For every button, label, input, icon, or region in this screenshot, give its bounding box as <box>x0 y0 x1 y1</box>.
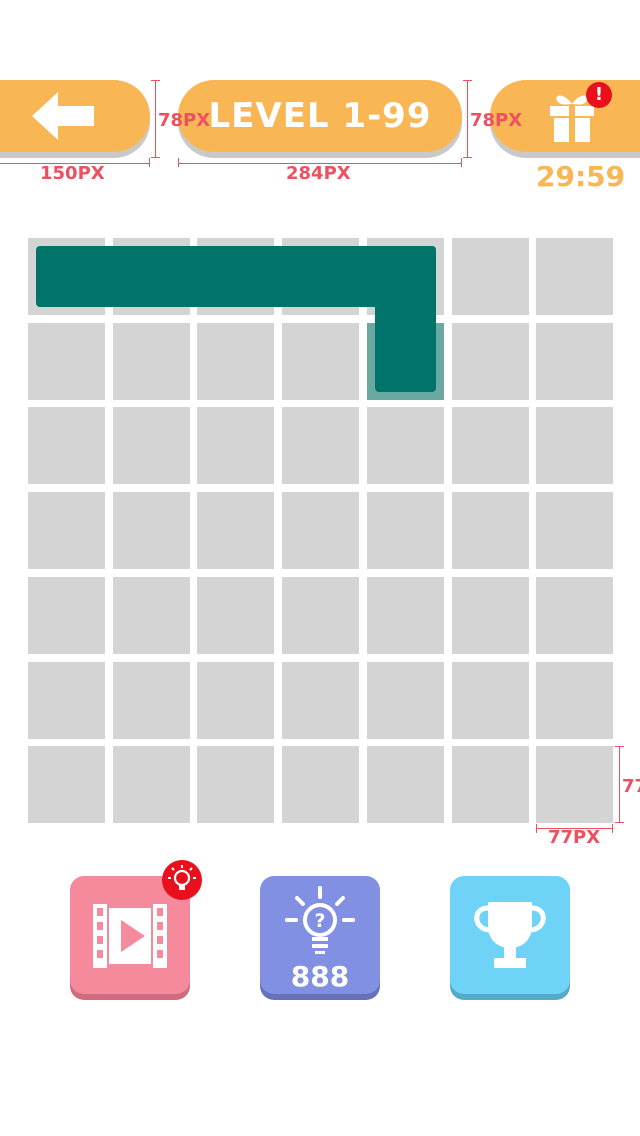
dimension-line <box>467 80 468 158</box>
board-cell[interactable] <box>366 407 444 485</box>
gift-notification-badge: ! <box>586 82 612 108</box>
board-cell[interactable] <box>451 746 529 824</box>
dimension-line <box>178 158 179 167</box>
board-cell[interactable] <box>282 492 360 570</box>
board-cell[interactable] <box>112 322 190 400</box>
board-cell[interactable] <box>451 492 529 570</box>
level-label: LEVEL 1-99 <box>208 96 432 136</box>
board-cell[interactable] <box>112 407 190 485</box>
board-cell[interactable] <box>112 576 190 654</box>
board-cell[interactable] <box>536 576 614 654</box>
trophy-icon <box>474 902 546 968</box>
board-cell[interactable] <box>536 238 614 315</box>
arrow-left-icon <box>32 92 94 140</box>
dimension-line <box>463 80 472 81</box>
board-cell[interactable] <box>28 492 105 570</box>
dimension-line <box>149 158 150 167</box>
level-height-label: 78PX <box>470 110 523 131</box>
dimension-line <box>463 157 472 158</box>
gift-icon <box>550 95 594 142</box>
dimension-line <box>151 80 160 81</box>
lightbulb-icon <box>168 865 196 890</box>
board-cell[interactable] <box>197 746 275 824</box>
board-cell[interactable] <box>197 661 275 739</box>
board-cell[interactable] <box>197 322 275 400</box>
board-cell[interactable] <box>451 661 529 739</box>
hint-count: 888 <box>290 960 350 993</box>
leaderboard-button[interactable] <box>450 876 570 994</box>
level-indicator: LEVEL 1-99 <box>178 80 462 152</box>
board-cell[interactable] <box>197 576 275 654</box>
board-cell[interactable] <box>451 576 529 654</box>
board-cell[interactable] <box>451 238 529 315</box>
board-cell[interactable] <box>28 746 105 824</box>
board-cell[interactable] <box>282 661 360 739</box>
back-height-label: 78PX <box>158 110 211 131</box>
board-cell[interactable] <box>28 407 105 485</box>
dimension-line <box>619 746 620 823</box>
dimension-line <box>0 163 150 164</box>
back-width-label: 150PX <box>40 163 105 184</box>
board-cell[interactable] <box>28 661 105 739</box>
video-play-icon <box>93 904 167 968</box>
dimension-line <box>178 163 462 164</box>
dimension-line <box>155 80 156 158</box>
countdown-timer: 29:59 <box>536 160 626 193</box>
dimension-line <box>461 158 462 167</box>
board-cell[interactable] <box>282 576 360 654</box>
dimension-line <box>536 824 537 833</box>
cell-width-label: 77PX <box>548 827 601 848</box>
board-cell[interactable] <box>112 661 190 739</box>
dimension-line <box>612 824 613 833</box>
board-cell[interactable] <box>536 746 614 824</box>
board-cell[interactable] <box>28 576 105 654</box>
gift-button[interactable] <box>490 80 640 152</box>
board-cell[interactable] <box>536 661 614 739</box>
board-cell[interactable] <box>366 661 444 739</box>
dimension-line <box>615 822 624 823</box>
board-cell[interactable] <box>197 407 275 485</box>
watch-video-button[interactable] <box>70 876 190 994</box>
board-cell[interactable] <box>197 492 275 570</box>
dimension-line <box>615 746 624 747</box>
svg-text:?: ? <box>314 910 325 932</box>
board-cell[interactable] <box>536 492 614 570</box>
cell-height-label: 77 <box>622 776 640 797</box>
back-button[interactable] <box>0 80 150 152</box>
hint-button[interactable]: ? 888 <box>260 876 380 994</box>
game-board[interactable] <box>28 238 614 824</box>
board-cell[interactable] <box>282 407 360 485</box>
dimension-line <box>536 828 613 829</box>
board-cell[interactable] <box>451 322 529 400</box>
board-cell[interactable] <box>282 322 360 400</box>
board-cell[interactable] <box>282 746 360 824</box>
board-cell[interactable] <box>112 492 190 570</box>
dimension-line <box>151 157 160 158</box>
path-segment <box>374 246 436 392</box>
board-cell[interactable] <box>451 407 529 485</box>
board-cell[interactable] <box>28 322 105 400</box>
board-cell[interactable] <box>366 492 444 570</box>
board-cell[interactable] <box>536 407 614 485</box>
board-cell[interactable] <box>536 322 614 400</box>
board-cell[interactable] <box>112 746 190 824</box>
board-cell[interactable] <box>366 576 444 654</box>
board-cell[interactable] <box>366 746 444 824</box>
level-width-label: 284PX <box>286 163 351 184</box>
hint-reward-badge <box>162 860 202 900</box>
lightbulb-question-icon: ? <box>285 886 355 954</box>
